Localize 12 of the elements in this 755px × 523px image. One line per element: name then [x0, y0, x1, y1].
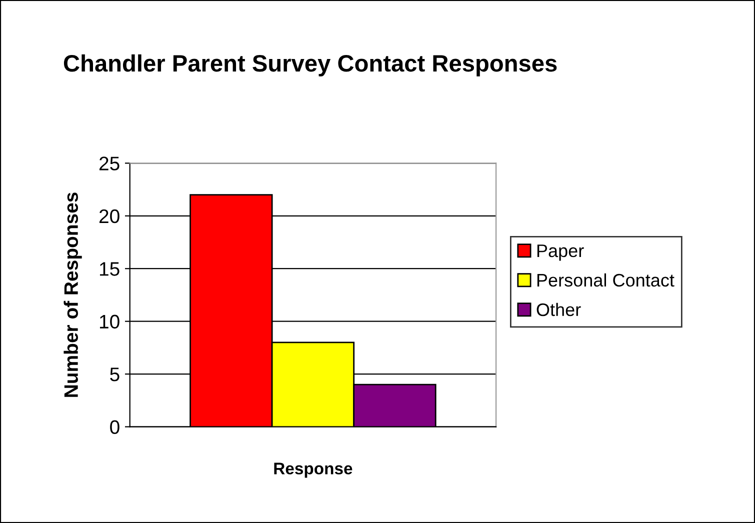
y-tick-label: 5 [110, 368, 120, 382]
chart-title: Chandler Parent Survey Contact Responses [64, 54, 557, 76]
legend-label: Personal Contact [537, 273, 674, 287]
y-tick-label: 25 [99, 156, 120, 170]
legend-label: Paper [537, 244, 584, 261]
x-axis-title: Response [274, 462, 352, 478]
y-tick-label: 20 [99, 209, 120, 224]
y-tick-label: 0 [110, 420, 120, 434]
y-tick-label: 15 [100, 262, 120, 276]
legend-label: Other [536, 302, 581, 316]
y-tick-label: 10 [100, 314, 120, 329]
y-axis-title: Number of Responses [64, 192, 82, 397]
